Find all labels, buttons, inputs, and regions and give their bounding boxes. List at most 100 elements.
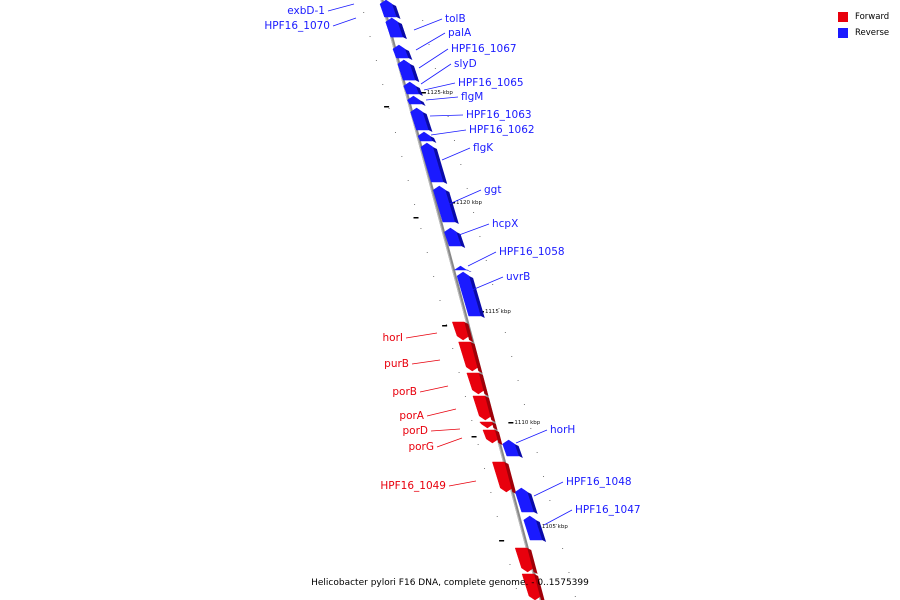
hcpx-leader	[458, 223, 490, 236]
bg-dot	[574, 596, 576, 597]
tolb-leader	[413, 18, 443, 31]
hcpx-label[interactable]: hcpX	[492, 218, 518, 230]
legend-reverse-label: Reverse	[855, 28, 890, 38]
bg-dot	[517, 380, 519, 381]
hpf16-1049-gene-shade	[504, 462, 517, 494]
flgk-leader	[441, 147, 471, 161]
bg-dot	[543, 476, 545, 477]
hpf16-1049-gene[interactable]	[492, 461, 513, 493]
hpf16-1070-label[interactable]: HPF16_1070	[264, 20, 330, 32]
hori-label[interactable]: horI	[383, 332, 404, 344]
pord-label[interactable]: porD	[403, 425, 429, 437]
unlabeled-gene[interactable]	[521, 573, 542, 600]
unlabeled-gene-shade	[527, 548, 538, 574]
hpf16-1047-leader	[543, 509, 573, 526]
bg-dot	[447, 116, 449, 117]
hpf16-1047-label[interactable]: HPF16_1047	[575, 504, 641, 516]
ggt-leader	[446, 189, 482, 206]
purb-leader	[411, 359, 441, 365]
hpf16-1048-gene-shade	[527, 492, 538, 514]
tick-mark	[420, 92, 426, 94]
flgm-gene[interactable]	[407, 95, 422, 105]
tolb-label[interactable]: tolB	[445, 13, 466, 25]
porg-label[interactable]: porG	[408, 441, 434, 453]
uvrb-leader	[471, 276, 504, 291]
tick-label: 1105 kbp	[542, 524, 568, 530]
bg-dot	[422, 20, 424, 21]
porb-gene-shade	[478, 373, 489, 396]
hpf16-1062-leader	[430, 129, 467, 136]
porg-leader	[436, 437, 463, 448]
bg-dot	[428, 44, 430, 45]
uvrb-label[interactable]: uvrB	[506, 271, 530, 283]
bg-dot	[414, 204, 416, 205]
hpf16-1065-leader	[423, 82, 456, 91]
pala-label[interactable]: palA	[448, 27, 472, 39]
hpf16-1063-label[interactable]: HPF16_1063	[466, 109, 532, 121]
bg-dot	[464, 396, 466, 397]
tolb-gene-shade	[397, 22, 407, 39]
ggt-label[interactable]: ggt	[484, 184, 501, 196]
hpf16-1065-label[interactable]: HPF16_1065	[458, 77, 524, 89]
hpf16-1058-gene[interactable]	[453, 265, 468, 271]
flgm-leader	[425, 96, 459, 101]
hpf16-1063-gene-shade	[422, 112, 433, 132]
purb-label[interactable]: purB	[384, 358, 409, 370]
bg-dot	[536, 452, 538, 453]
hcpx-gene-shade	[456, 232, 466, 248]
hpf16-1049-label[interactable]: HPF16_1049	[380, 480, 446, 492]
legend-forward: Forward	[838, 9, 889, 25]
tick-mark	[442, 325, 448, 327]
purb-gene[interactable]	[458, 341, 479, 372]
tick-mark	[471, 436, 477, 438]
gene-labels: exbD-1 HPF16_1070 tolB palA HPF16_1067 slyD HP…	[264, 3, 641, 526]
bg-dot	[549, 500, 551, 501]
hpf16-1062-gene[interactable]	[417, 131, 433, 142]
hori-gene[interactable]	[451, 321, 470, 341]
bg-dot	[504, 332, 506, 333]
slyd-label[interactable]: slyD	[454, 58, 477, 70]
bg-dot	[433, 276, 435, 277]
bg-dot	[509, 564, 511, 565]
hpf16-1067-label[interactable]: HPF16_1067	[451, 43, 517, 55]
porb-gene[interactable]	[466, 372, 485, 395]
bg-dot	[426, 252, 428, 253]
hpf16-1062-label[interactable]: HPF16_1062	[469, 124, 535, 136]
pord-gene[interactable]	[479, 421, 494, 429]
porg-gene[interactable]	[482, 429, 499, 444]
tolb-gene[interactable]	[385, 17, 404, 38]
flgm-label[interactable]: flgM	[461, 91, 483, 103]
hpf16-1047-gene-shade	[535, 520, 547, 542]
slyd-gene[interactable]	[397, 59, 416, 81]
pala-gene-shade	[404, 49, 413, 60]
hcpx-gene[interactable]	[444, 227, 462, 247]
bg-dot	[496, 516, 498, 517]
legend: Forward Reverse	[838, 9, 889, 41]
horh-gene-shade	[514, 444, 523, 458]
horh-label[interactable]: horH	[550, 424, 575, 436]
exbd-1-label[interactable]: exbD-1	[287, 5, 325, 17]
ggt-gene-shade	[445, 190, 459, 224]
pora-label[interactable]: porA	[399, 410, 424, 422]
reverse-swatch	[838, 28, 848, 38]
purb-gene-shade	[470, 342, 483, 373]
hpf16-1062-gene-shade	[429, 136, 437, 143]
hpf16-1058-label[interactable]: HPF16_1058	[499, 246, 565, 258]
bg-dot	[555, 524, 557, 525]
flgk-label[interactable]: flgK	[473, 142, 494, 154]
hpf16-1048-label[interactable]: HPF16_1048	[566, 476, 632, 488]
tick-mark	[413, 217, 419, 219]
bg-dot	[434, 68, 436, 69]
porb-label[interactable]: porB	[392, 386, 417, 398]
bg-dot	[511, 356, 513, 357]
horh-leader	[515, 429, 548, 444]
pord-leader	[430, 428, 461, 432]
bg-dot	[479, 236, 481, 237]
pala-leader	[415, 32, 446, 51]
genome-caption: Helicobacter pylori F16 DNA, complete ge…	[311, 578, 589, 588]
horh-gene[interactable]	[502, 439, 520, 457]
uvrb-gene[interactable]	[456, 271, 482, 317]
bg-dot	[484, 468, 486, 469]
bg-dot	[568, 572, 570, 573]
